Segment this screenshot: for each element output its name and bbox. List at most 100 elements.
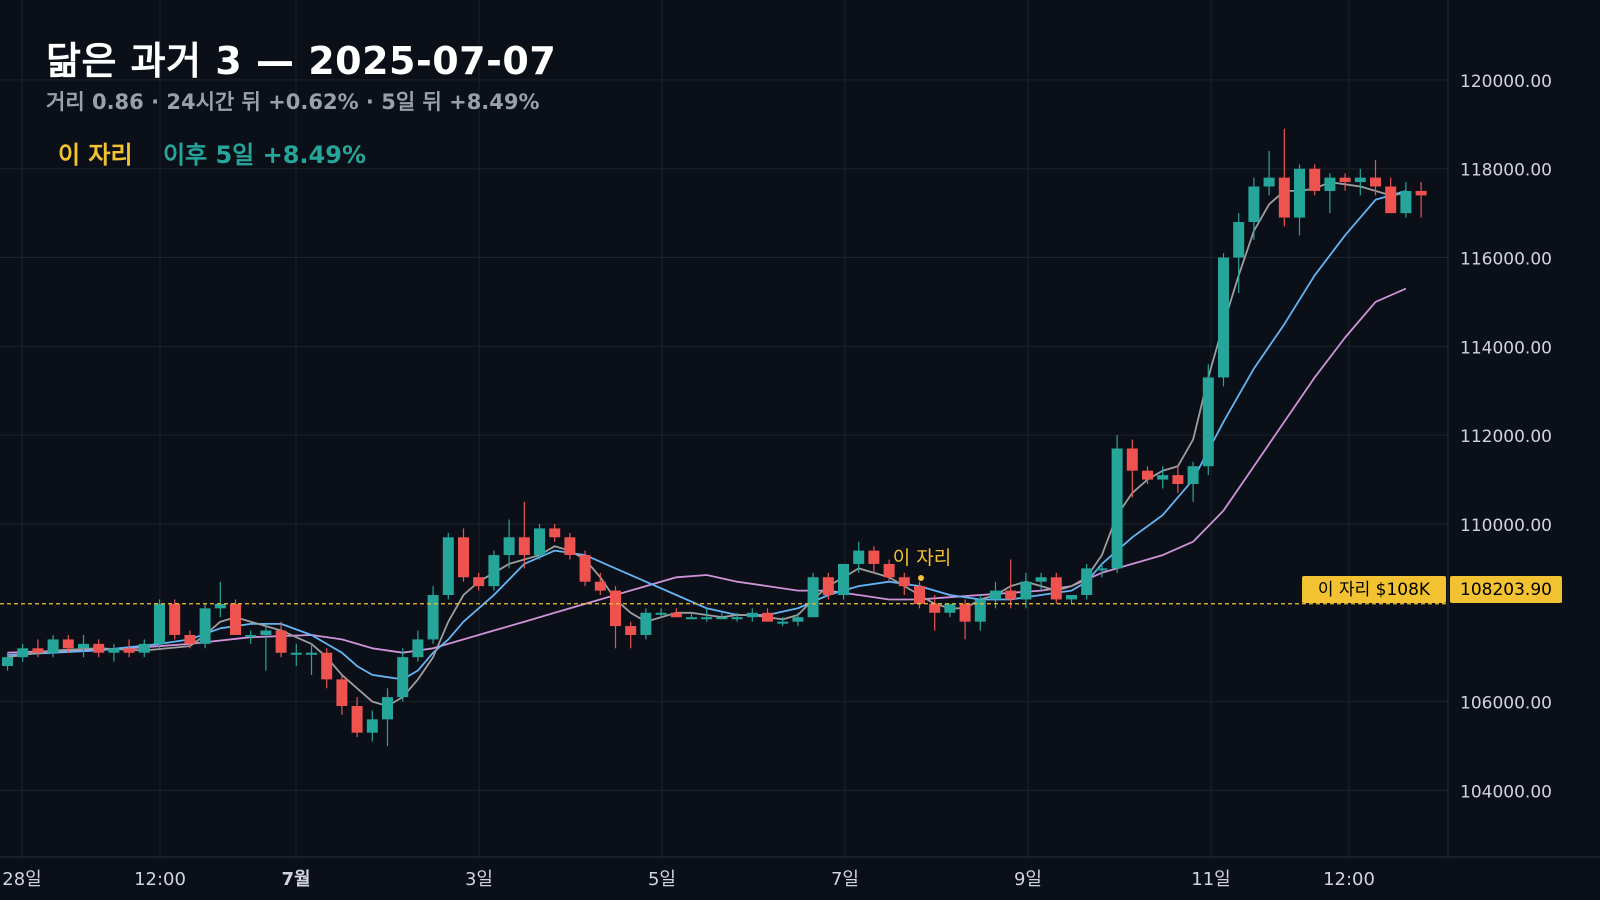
candle (670, 608, 682, 618)
candle (412, 630, 424, 662)
candle (1081, 563, 1093, 600)
candle (929, 595, 941, 631)
candle (1400, 182, 1412, 218)
candle-body (518, 537, 530, 556)
candle-body (777, 621, 789, 624)
candle (686, 612, 697, 620)
candle (1324, 173, 1336, 214)
candle-body (321, 652, 333, 680)
candle (1415, 182, 1427, 218)
candle-body (1339, 177, 1351, 183)
ma-slow-series (7, 287, 1407, 654)
x-tick-label: 12:00 (1323, 869, 1375, 890)
candle-body (1096, 568, 1108, 571)
ma-slow-line (7, 287, 1407, 654)
candle-body (47, 639, 59, 653)
y-axis-ticks: 120000.00 118000.00 116000.00 114000.00 1120… (1460, 72, 1552, 802)
marker-dot (918, 575, 924, 581)
candle (1309, 164, 1321, 196)
candle (306, 643, 317, 675)
candle (716, 612, 728, 620)
marker-tag-box (1302, 576, 1446, 603)
candle (1385, 177, 1397, 214)
candle (1218, 253, 1229, 387)
legend-marker-label: 이 자리 (58, 141, 133, 169)
candle (2, 652, 13, 671)
candle-body (1157, 475, 1169, 480)
chart-grid (0, 0, 1448, 857)
candle (701, 608, 713, 622)
candle-body (1324, 177, 1336, 191)
marker-tags: 이 자리 이 자리 $108K 108203.90 (893, 547, 1562, 603)
candle (427, 586, 439, 644)
candle (1294, 164, 1305, 236)
candle (199, 603, 211, 649)
candle-body (807, 577, 819, 618)
candle-body (17, 648, 29, 658)
candle (1202, 364, 1214, 476)
candle-body (93, 643, 105, 653)
marker-tag-text: 이 자리 $108K (1318, 580, 1431, 600)
candle (564, 532, 576, 560)
candle (868, 546, 880, 573)
candle-body (1248, 186, 1260, 223)
candle-body (1354, 177, 1366, 183)
candle (792, 612, 804, 627)
candle (549, 523, 561, 542)
candle (974, 595, 986, 631)
candle-body (169, 603, 181, 635)
candle-body (503, 537, 515, 556)
candle-body (670, 612, 682, 618)
candle-body (564, 537, 576, 556)
ma-mid-series (7, 190, 1407, 681)
ma-fast-series (7, 181, 1407, 707)
page-title: 닮은 과거 3 — 2025-07-07 (46, 39, 557, 83)
candle-body (1218, 257, 1229, 378)
chart-legend: 이 자리 이후 5일 +8.49% (58, 135, 366, 170)
x-tick-label: 12:00 (134, 869, 186, 890)
candle-body (822, 577, 834, 596)
candle-body (974, 599, 986, 622)
candle-body (640, 612, 652, 635)
y-tick-label: 116000.00 (1460, 250, 1552, 270)
candle-body (1172, 475, 1184, 485)
x-tick-label: 5일 (648, 869, 676, 890)
y-tick-label: 118000.00 (1460, 161, 1552, 181)
candle (838, 563, 849, 600)
candle-body (260, 630, 272, 635)
candle (321, 648, 333, 689)
candle (503, 519, 515, 569)
x-tick-label: 9일 (1014, 869, 1042, 890)
candle (1157, 466, 1169, 489)
candle (1354, 168, 1366, 196)
candle-body (306, 652, 317, 655)
ma-mid-line (7, 190, 1407, 681)
candle-body (366, 719, 378, 733)
candle (336, 674, 348, 715)
candle-body (473, 577, 485, 587)
candle (746, 608, 758, 622)
candle (230, 599, 241, 635)
candle (959, 599, 971, 640)
candle (1096, 563, 1108, 578)
candle (17, 643, 29, 662)
y-tick-label: 106000.00 (1460, 694, 1552, 714)
y-tick-label: 110000.00 (1460, 516, 1552, 536)
candle-body (959, 603, 971, 622)
candle (1278, 128, 1290, 227)
candle-body (397, 657, 409, 698)
legend-after-label: 이후 5일 +8.49% (162, 141, 366, 169)
candle-body (731, 617, 743, 620)
chart-axes (0, 0, 1600, 858)
candle (1050, 572, 1062, 604)
candle-series (2, 128, 1427, 746)
price-tag-text: 108203.90 (1460, 580, 1552, 600)
candle-body (427, 595, 439, 640)
candle-body (1020, 581, 1032, 600)
candle (762, 608, 773, 622)
marker-chart-label: 이 자리 (893, 547, 951, 569)
candle-body (929, 603, 941, 613)
candle (534, 523, 545, 560)
candle-body (1066, 595, 1077, 600)
